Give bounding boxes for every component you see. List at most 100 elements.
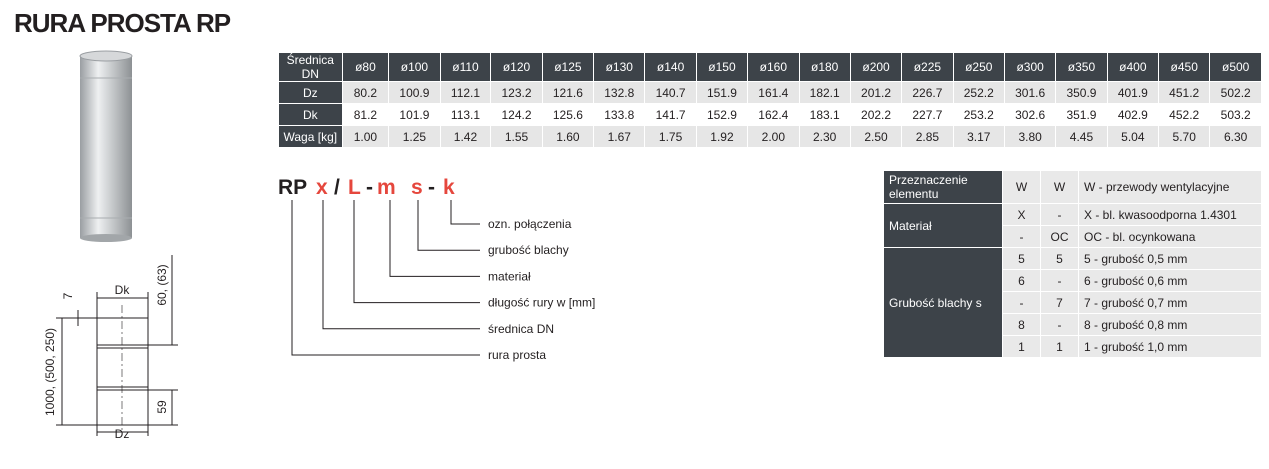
cell: 132.8 bbox=[593, 81, 646, 104]
legend-label: rura prosta bbox=[488, 348, 546, 362]
cell: 5.70 bbox=[1158, 125, 1211, 148]
cell: W - przewody wentylacyjne bbox=[1078, 170, 1262, 204]
cell: 100.9 bbox=[388, 81, 441, 104]
cell: 1 bbox=[1040, 335, 1079, 358]
cell: 141.7 bbox=[644, 103, 697, 126]
header-cell: ø400 bbox=[1106, 52, 1160, 82]
spec-table: Średnica DN ø80 ø100 ø110 ø120 ø125 ø130 ø140 ø1… bbox=[278, 52, 1262, 148]
code-part: m bbox=[377, 176, 396, 199]
header-cell: ø200 bbox=[849, 52, 903, 82]
cell: OC bbox=[1040, 225, 1079, 248]
cell: - bbox=[1040, 269, 1079, 292]
cell: 5.04 bbox=[1106, 125, 1160, 148]
cell: - bbox=[1002, 225, 1041, 248]
cell: - bbox=[1040, 203, 1079, 226]
row-label: Waga [kg] bbox=[278, 125, 343, 148]
cell: 1 bbox=[1002, 335, 1041, 358]
cell: 201.2 bbox=[849, 81, 903, 104]
cell: 123.2 bbox=[490, 81, 543, 104]
group-label: Grubość blachy s bbox=[883, 247, 1003, 358]
header-cell: ø500 bbox=[1209, 52, 1262, 82]
header-cell: Średnica DN bbox=[278, 52, 343, 82]
cell: 151.9 bbox=[695, 81, 749, 104]
cell: 226.7 bbox=[901, 81, 954, 104]
code-part: x bbox=[316, 176, 328, 199]
cell: 7 bbox=[1040, 291, 1079, 314]
cell: 162.4 bbox=[747, 103, 800, 126]
cell: 1.55 bbox=[490, 125, 543, 148]
cell: 451.2 bbox=[1158, 81, 1211, 104]
leader-line bbox=[353, 200, 480, 304]
cell: 401.9 bbox=[1106, 81, 1160, 104]
cell: 3.17 bbox=[952, 125, 1005, 148]
header-cell: ø150 bbox=[695, 52, 749, 82]
cell: 125.6 bbox=[541, 103, 595, 126]
cell: 121.6 bbox=[541, 81, 595, 104]
cell: 8 bbox=[1002, 313, 1041, 336]
cell: 81.2 bbox=[341, 103, 390, 126]
dim-label: 7 bbox=[61, 292, 75, 299]
code-part: RP bbox=[278, 176, 307, 199]
cell: 302.6 bbox=[1003, 103, 1057, 126]
header-cell: ø225 bbox=[901, 52, 954, 82]
cell: 3.80 bbox=[1003, 125, 1057, 148]
header-cell: ø120 bbox=[490, 52, 543, 82]
cell: 80.2 bbox=[341, 81, 390, 104]
group-label: Przeznaczenie elementu bbox=[883, 170, 1003, 204]
cell: 182.1 bbox=[798, 81, 851, 104]
cell: W bbox=[1040, 170, 1079, 204]
cell: 1.60 bbox=[541, 125, 595, 148]
dk-label: Dk bbox=[115, 283, 131, 297]
data-row: Waga [kg] 1.00 1.25 1.42 1.55 1.60 1.67 1.75 1.9… bbox=[278, 125, 1262, 148]
leader-line bbox=[417, 200, 480, 251]
cell: 1.25 bbox=[388, 125, 441, 148]
property-row: 6-6 - grubość 0,6 mm bbox=[884, 269, 1262, 292]
pipe-photo bbox=[79, 50, 133, 242]
legend-label: długość rury w [mm] bbox=[488, 296, 595, 310]
group-label: Materiał bbox=[883, 203, 1003, 248]
row-label: Dk bbox=[278, 103, 343, 126]
cell: 6 bbox=[1002, 269, 1041, 292]
cell: 503.2 bbox=[1209, 103, 1262, 126]
header-cell: ø130 bbox=[593, 52, 646, 82]
cell: 6 - grubość 0,6 mm bbox=[1078, 269, 1262, 292]
cell: 350.9 bbox=[1055, 81, 1108, 104]
header-cell: ø160 bbox=[747, 52, 800, 82]
cell: W bbox=[1002, 170, 1041, 204]
header-cell: ø100 bbox=[388, 52, 441, 82]
cell: 4.45 bbox=[1055, 125, 1108, 148]
cell: 252.2 bbox=[952, 81, 1005, 104]
cell: 351.9 bbox=[1055, 103, 1108, 126]
cell: 6.30 bbox=[1209, 125, 1262, 148]
code-part: L bbox=[348, 176, 361, 199]
property-row: 8-8 - grubość 0,8 mm bbox=[884, 313, 1262, 336]
cell: 5 bbox=[1040, 247, 1079, 270]
length-label: 1000, (500, 250) bbox=[43, 328, 57, 416]
cell: X - bl. kwasoodporna 1.4301 bbox=[1078, 203, 1262, 226]
cell: 2.00 bbox=[747, 125, 800, 148]
header-cell: ø125 bbox=[541, 52, 595, 82]
leader-line bbox=[291, 200, 480, 356]
header-cell: ø140 bbox=[644, 52, 697, 82]
cell: 2.30 bbox=[798, 125, 851, 148]
header-cell: ø300 bbox=[1003, 52, 1057, 82]
cell: 133.8 bbox=[593, 103, 646, 126]
legend-label: grubość blachy bbox=[488, 243, 569, 257]
cell: 1.67 bbox=[593, 125, 646, 148]
code-part: - bbox=[428, 176, 435, 199]
header-cell: ø180 bbox=[798, 52, 851, 82]
cell: 113.1 bbox=[439, 103, 492, 126]
cell: 101.9 bbox=[388, 103, 441, 126]
header-row: Średnica DN ø80 ø100 ø110 ø120 ø125 ø130 ø140 ø1… bbox=[278, 52, 1262, 82]
leader-line bbox=[450, 200, 480, 225]
cell: - bbox=[1002, 291, 1041, 314]
code-part: - bbox=[366, 176, 373, 199]
cell: 253.2 bbox=[952, 103, 1005, 126]
legend-label: materiał bbox=[488, 269, 531, 283]
title: RURA PROSTA RP bbox=[14, 8, 231, 38]
cell: 1.42 bbox=[439, 125, 492, 148]
cell: 8 - grubość 0,8 mm bbox=[1078, 313, 1262, 336]
cell: 152.9 bbox=[695, 103, 749, 126]
